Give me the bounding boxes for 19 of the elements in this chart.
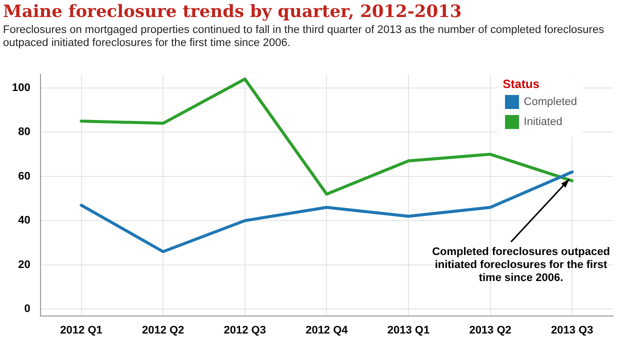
legend-label: Completed bbox=[524, 96, 577, 108]
x-tick-label: 2012 Q4 bbox=[306, 324, 349, 336]
x-tick-label: 2012 Q3 bbox=[224, 324, 266, 336]
legend-label: Initiated bbox=[524, 116, 562, 128]
y-tick-label: 20 bbox=[18, 258, 30, 271]
y-tick-label: 60 bbox=[18, 170, 30, 182]
y-tick-label: 100 bbox=[12, 82, 30, 94]
y-tick-label: 0 bbox=[24, 303, 30, 316]
chart-subtitle: Foreclosures on mortgaged properties continued to fall in the third quarter of 2013 as the number of completed foreclosures outpaced initiated foreclosures for the first time since 2006. bbox=[3, 24, 606, 50]
legend-title: Status bbox=[502, 77, 540, 91]
x-tick-label: 2013 Q2 bbox=[469, 324, 512, 336]
annotation: Completed foreclosures outpaced initiated foreclosures for the first time since 2006. bbox=[432, 246, 610, 284]
y-tick-label: 80 bbox=[18, 126, 30, 138]
chart-title: Maine foreclosure trends by quarter, 2012-2013 bbox=[3, 2, 462, 22]
x-tick-label: 2013 Q3 bbox=[550, 324, 594, 336]
x-tick-label: 2013 Q1 bbox=[387, 324, 430, 336]
y-tick-label: 40 bbox=[18, 214, 30, 227]
x-tick-label: 2012 Q1 bbox=[60, 324, 102, 336]
x-tick-label: 2012 Q2 bbox=[142, 324, 184, 336]
